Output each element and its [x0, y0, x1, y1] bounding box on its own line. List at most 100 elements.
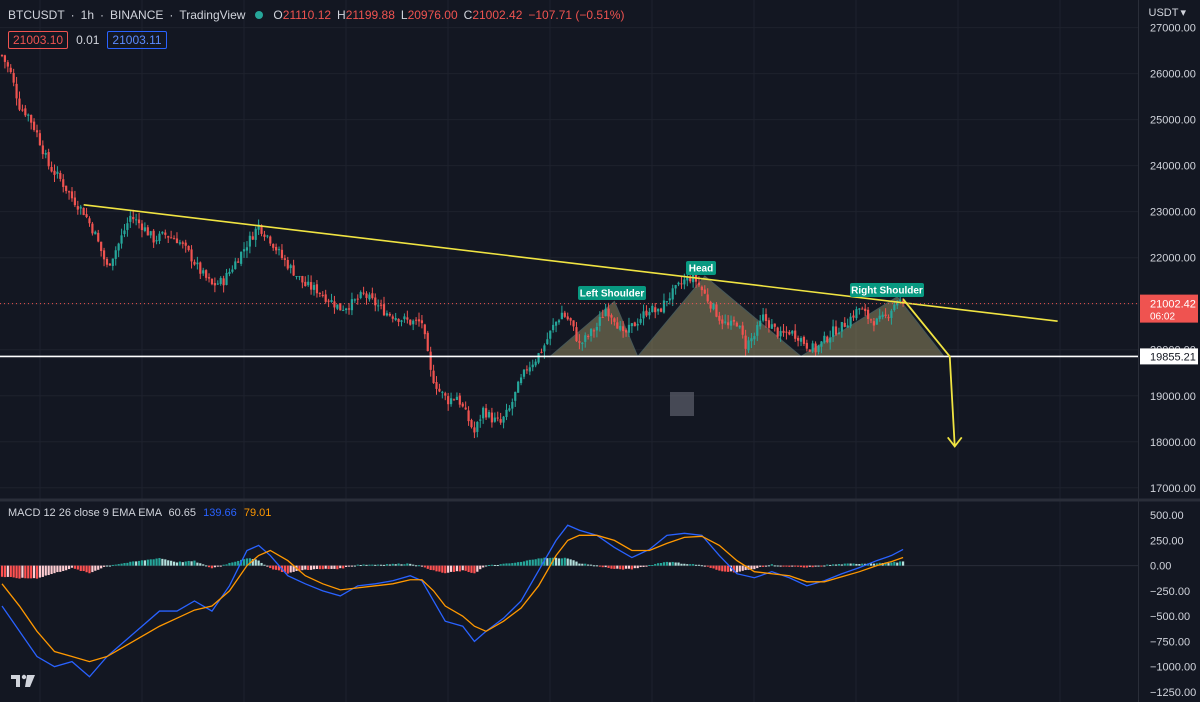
interval[interactable]: 1h — [80, 8, 95, 22]
macd-histogram-bar — [397, 563, 400, 566]
macd-histogram-bar — [464, 565, 467, 571]
macd-histogram-bar — [137, 560, 141, 566]
currency-selector[interactable]: USDT ▾ — [1149, 6, 1186, 20]
candle-body — [149, 231, 152, 236]
separator: · — [169, 8, 174, 22]
candle-body — [502, 416, 505, 423]
macd-histogram-bar — [228, 562, 231, 566]
macd-histogram-bar — [487, 565, 491, 567]
buy-button[interactable]: 21003.11 — [107, 31, 167, 49]
tradingview-logo-icon[interactable] — [10, 673, 36, 689]
candle-body — [254, 228, 257, 240]
macd-histogram-bar — [604, 565, 607, 568]
candle-body — [724, 321, 727, 323]
candle-body — [70, 191, 74, 199]
macd-histogram-bar — [840, 564, 843, 566]
macd-histogram-bar — [245, 558, 249, 566]
macd-histogram-bar — [330, 565, 333, 569]
candle-body — [896, 300, 899, 306]
candle-body — [312, 285, 316, 290]
candle-body — [56, 171, 59, 174]
macd-histogram-bar — [668, 562, 671, 566]
macd-histogram-bar — [601, 565, 604, 568]
macd-histogram-bar — [362, 564, 365, 566]
macd-histogram-bar — [178, 561, 181, 566]
macd-histogram-bar — [619, 565, 622, 570]
candle-body — [114, 250, 117, 259]
macd-histogram-bar — [648, 565, 651, 567]
macd-histogram-bar — [831, 564, 835, 566]
candle-body — [622, 326, 625, 332]
candle-body — [414, 319, 418, 321]
price-tick-label: 19000.00 — [1150, 391, 1196, 403]
macd-histogram-bar — [67, 565, 71, 570]
macd-histogram-bar — [356, 564, 359, 566]
macd-histogram-bar — [476, 565, 479, 572]
candle-body — [869, 319, 873, 321]
annotations: Left Shoulder Head Right Shoulder — [578, 261, 924, 416]
drawing-anchor-box[interactable] — [670, 392, 694, 416]
candle-body — [543, 345, 546, 352]
macd-histogram-bar — [155, 558, 158, 566]
macd-tick-label: 0.00 — [1150, 561, 1171, 573]
candle-body — [595, 326, 598, 331]
macd-histogram-bar — [181, 562, 184, 566]
macd-histogram-bar — [277, 565, 281, 571]
candle-body — [385, 313, 389, 316]
candle-body — [458, 395, 461, 405]
candle-body — [105, 258, 109, 265]
candle-body — [164, 232, 167, 235]
macd-histogram-bar — [607, 565, 610, 568]
macd-histogram-bar — [231, 562, 234, 566]
macd-histogram-bar — [508, 563, 511, 566]
candle-body — [117, 243, 120, 251]
macd-histogram-bar — [85, 565, 88, 573]
macd-histogram-bar — [546, 558, 549, 566]
macd-histogram-bar — [776, 565, 779, 567]
macd-histogram-bar — [756, 565, 759, 569]
sell-button[interactable]: 21003.10 — [8, 31, 69, 49]
macd-histogram-bar — [371, 564, 374, 566]
candle-body — [41, 145, 44, 155]
symbol-legend: BTCUSDT · 1h · BINANCE · TradingView O21… — [8, 8, 624, 22]
candle-body — [237, 261, 240, 263]
candle-body — [893, 304, 896, 311]
macd-histogram-bar — [727, 565, 730, 572]
candle-body — [417, 319, 421, 322]
right-shoulder-label: Right Shoulder — [850, 283, 924, 297]
macd-histogram-bar — [149, 559, 152, 566]
macd-histogram-bar — [773, 565, 776, 567]
candle-body — [38, 133, 42, 146]
macd-histogram-bar — [70, 565, 74, 568]
candle-body — [686, 276, 689, 281]
candle-body — [864, 308, 867, 312]
candle-body — [120, 235, 123, 244]
last-price-value: 21002.42 — [1150, 299, 1196, 311]
macd-histogram-bar — [808, 565, 811, 567]
macd-tick-label: 500.00 — [1150, 510, 1184, 522]
macd-histogram-bar — [123, 563, 126, 566]
symbol[interactable]: BTCUSDT — [8, 8, 65, 22]
candle-body — [741, 325, 744, 335]
candle-body — [452, 399, 456, 401]
macd-histogram-bar — [767, 565, 771, 567]
candle-body — [598, 317, 601, 326]
candle-body — [9, 67, 12, 73]
macd-histogram-bar — [627, 565, 631, 569]
candle-body — [467, 410, 470, 422]
candle-body — [572, 320, 575, 327]
candle-body — [846, 325, 849, 328]
macd-histogram-bar — [470, 565, 473, 573]
change-value: −107.71 (−0.51%) — [528, 8, 625, 22]
macd-histogram-bar — [700, 565, 703, 567]
macd-histogram-bar — [242, 559, 246, 566]
candle-body — [831, 326, 835, 337]
candle-body — [190, 249, 193, 262]
candle-body — [342, 309, 345, 311]
candle-body — [438, 388, 441, 392]
macd-histogram-bar — [310, 565, 313, 570]
macd-histogram-bar — [709, 565, 712, 568]
candle-body — [738, 325, 741, 328]
candle-body — [508, 408, 511, 411]
